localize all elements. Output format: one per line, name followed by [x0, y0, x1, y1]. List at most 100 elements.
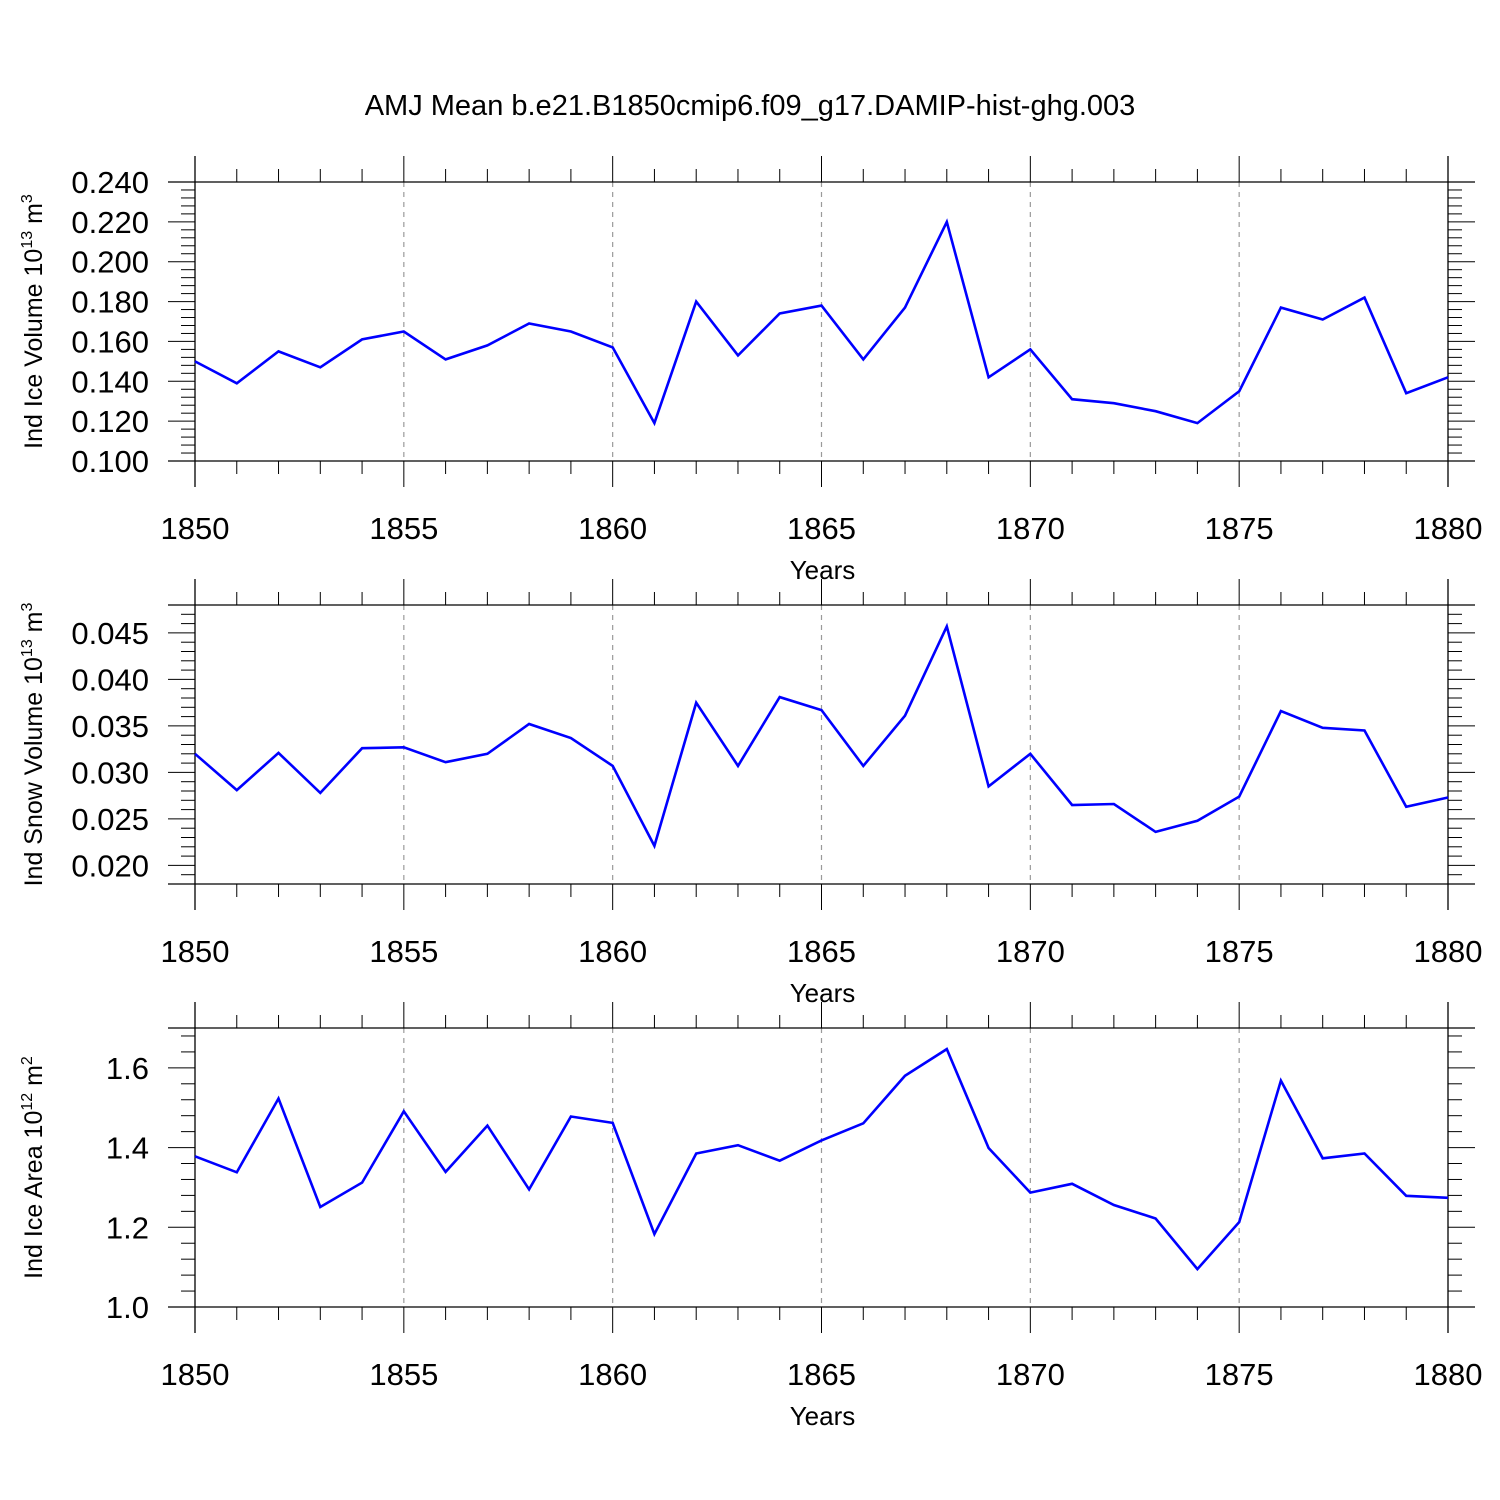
y-axis-label: Ind Snow Volume 1013 m3 [19, 603, 48, 887]
data-point [1237, 1220, 1241, 1224]
data-point [1195, 1267, 1199, 1271]
series-line [194, 218, 1449, 427]
data-point [1028, 347, 1032, 351]
data-point [861, 357, 865, 361]
data-point [360, 746, 364, 750]
data-point [1279, 709, 1283, 713]
x-axis-label: Years [790, 1401, 856, 1431]
y-tick-label: 0.100 [71, 444, 149, 479]
data-point [485, 1124, 489, 1128]
data-point [569, 329, 573, 333]
series-line [194, 1047, 1449, 1272]
data-point [1446, 375, 1450, 379]
data-point [820, 1138, 824, 1142]
y-tick-label: 0.020 [71, 848, 149, 883]
data-point [277, 1097, 281, 1101]
data-point [402, 1109, 406, 1113]
data-point [652, 421, 656, 425]
x-tick-label: 1865 [787, 511, 856, 546]
data-point [1362, 296, 1366, 300]
data-point [1404, 805, 1408, 809]
data-point [903, 1074, 907, 1078]
data-point [193, 359, 197, 363]
data-point [1404, 1194, 1408, 1198]
y-tick-label: 1.6 [106, 1051, 149, 1086]
y-tick-label: 0.220 [71, 205, 149, 240]
y-tick-label: 0.200 [71, 245, 149, 280]
data-point [1446, 796, 1450, 800]
data-point [444, 760, 448, 764]
data-point [527, 1187, 531, 1191]
data-point [1154, 409, 1158, 413]
y-tick-label: 0.160 [71, 324, 149, 359]
data-point [694, 300, 698, 304]
data-point [1154, 1217, 1158, 1221]
y-tick-label: 1.4 [106, 1131, 149, 1166]
data-point [235, 381, 239, 385]
data-point [1321, 318, 1325, 322]
data-point [736, 353, 740, 357]
x-tick-label: 1850 [161, 511, 230, 546]
data-point [987, 1146, 991, 1150]
data-point [318, 1205, 322, 1209]
data-point [778, 312, 782, 316]
y-axis-label: Ind Ice Area 1012 m2 [19, 1056, 48, 1279]
data-point [1321, 726, 1325, 730]
data-point [1112, 401, 1116, 405]
data-point [1028, 752, 1032, 756]
data-point [1237, 795, 1241, 799]
y-axis-label: Ind Ice Volume 1013 m3 [19, 194, 48, 449]
data-point [820, 708, 824, 712]
data-point [318, 365, 322, 369]
chart-panel-3: 1.0 1.2 1.4 1.6 1850 1855 1860 1865 1870 1875 1880… [19, 1002, 1482, 1431]
data-point [569, 1114, 573, 1118]
x-tick-label: 1860 [578, 511, 647, 546]
y-tick-label: 0.025 [71, 802, 149, 837]
y-tick-label: 1.2 [106, 1210, 149, 1245]
data-point [1112, 1203, 1116, 1207]
data-point [903, 714, 907, 718]
y-tick-label: 0.040 [71, 662, 149, 697]
data-point [1154, 830, 1158, 834]
x-tick-label: 1870 [996, 511, 1065, 546]
chart-panel-1: 0.100 0.120 0.140 0.160 0.180 0.200 0.220 0.240… [19, 156, 1482, 585]
data-point [1279, 306, 1283, 310]
chart-panel-2: 0.020 0.025 0.030 0.035 0.040 0.045 1850 1855 18… [19, 579, 1482, 1008]
data-point [611, 345, 615, 349]
data-point [1028, 1191, 1032, 1195]
y-tick-label: 0.140 [71, 364, 149, 399]
data-point [611, 1121, 615, 1125]
x-tick-label: 1850 [161, 1357, 230, 1392]
x-tick-label: 1880 [1414, 934, 1483, 969]
y-tick-label: 0.035 [71, 709, 149, 744]
data-point [611, 764, 615, 768]
data-point [1070, 803, 1074, 807]
data-point [1404, 391, 1408, 395]
y-tick-label: 0.045 [71, 616, 149, 651]
data-point [402, 745, 406, 749]
data-point [945, 1047, 949, 1051]
y-tick-label: 0.180 [71, 285, 149, 320]
x-tick-label: 1850 [161, 934, 230, 969]
x-tick-label: 1870 [996, 934, 1065, 969]
x-axis-label: Years [790, 978, 856, 1008]
x-tick-label: 1880 [1414, 1357, 1483, 1392]
y-tick-label: 0.240 [71, 165, 149, 200]
x-tick-label: 1875 [1205, 934, 1274, 969]
data-point [444, 357, 448, 361]
series-line [194, 622, 1449, 850]
data-point [736, 1143, 740, 1147]
data-point [694, 1152, 698, 1156]
data-point [444, 1170, 448, 1174]
data-point [1446, 1196, 1450, 1200]
data-point [778, 1159, 782, 1163]
data-point [235, 788, 239, 792]
y-tick-label: 0.030 [71, 755, 149, 790]
x-tick-label: 1875 [1205, 1357, 1274, 1392]
data-point [360, 1181, 364, 1185]
x-tick-label: 1865 [787, 1357, 856, 1392]
data-point [694, 701, 698, 705]
data-point [318, 791, 322, 795]
data-point [1070, 397, 1074, 401]
data-point [1237, 389, 1241, 393]
